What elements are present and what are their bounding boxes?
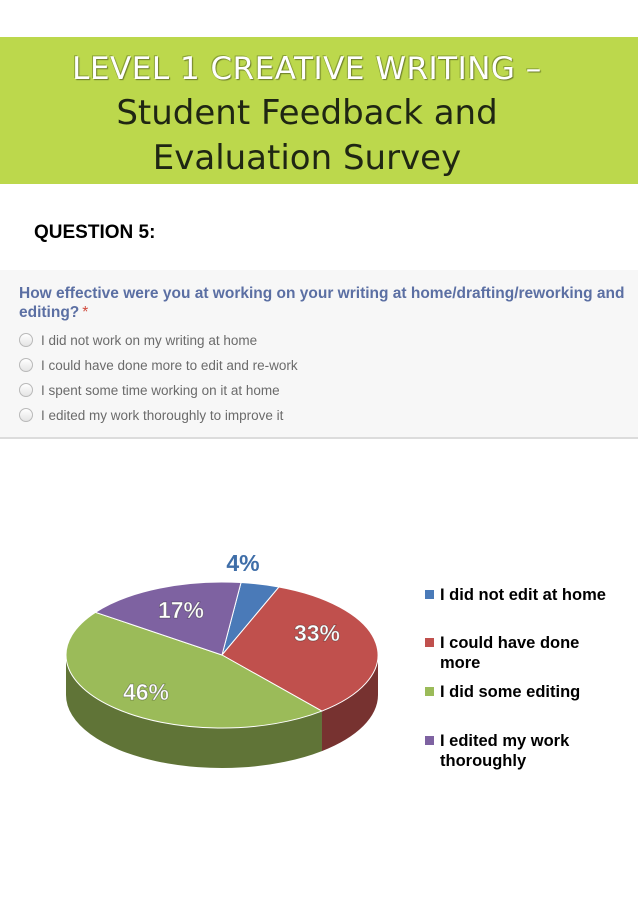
legend-label: I could have done more xyxy=(440,634,580,672)
legend-swatch xyxy=(425,736,434,745)
pie-data-label: 33% xyxy=(294,620,340,646)
survey-option-3[interactable]: I spent some time working on it at home xyxy=(19,381,280,399)
radio-button[interactable] xyxy=(19,358,33,372)
survey-option-label: I edited my work thoroughly to improve i… xyxy=(41,407,284,423)
pie-slice-side xyxy=(321,655,378,752)
survey-option-1[interactable]: I did not work on my writing at home xyxy=(19,331,257,349)
legend-item: I could have done more xyxy=(425,633,610,673)
legend-item: I did not edit at home xyxy=(425,585,610,605)
radio-button[interactable] xyxy=(19,408,33,422)
banner-title-line-3: Evaluation Survey xyxy=(152,138,462,178)
required-asterisk: * xyxy=(82,304,89,321)
legend-item: I did some editing xyxy=(425,682,610,702)
pie-data-label: 4% xyxy=(226,550,259,576)
survey-option-4[interactable]: I edited my work thoroughly to improve i… xyxy=(19,406,283,424)
question-number-label: QUESTION 5: xyxy=(34,222,156,243)
pie-chart: 4% 33% 46% 17% xyxy=(65,550,379,768)
pie-data-label: 17% xyxy=(158,597,204,623)
legend-item: I edited my work thoroughly xyxy=(425,731,610,771)
pie-data-label: 46% xyxy=(123,679,169,705)
survey-question-body: How effective were you at working on you… xyxy=(19,285,625,321)
title-banner: LEVEL 1 CREATIVE WRITING – Student Feedb… xyxy=(0,37,638,184)
legend-swatch xyxy=(425,687,434,696)
radio-button[interactable] xyxy=(19,383,33,397)
survey-option-label: I did not work on my writing at home xyxy=(41,332,258,348)
pie-slice xyxy=(65,611,324,729)
banner-title-line-1: LEVEL 1 CREATIVE WRITING – xyxy=(72,51,542,87)
pie-slice-side xyxy=(65,655,322,768)
pie-slice xyxy=(94,581,242,656)
survey-option-label: I spent some time working on it at home xyxy=(41,382,280,398)
legend-label: I did some editing xyxy=(440,683,581,701)
legend-swatch xyxy=(425,590,434,599)
pie-slice xyxy=(221,586,379,712)
radio-button[interactable] xyxy=(19,333,33,347)
legend-label: I did not edit at home xyxy=(440,586,606,604)
survey-option-2[interactable]: I could have done more to edit and re-wo… xyxy=(19,356,298,374)
survey-question-text: How effective were you at working on you… xyxy=(19,284,634,322)
banner-title-line-2: Student Feedback and xyxy=(116,93,498,133)
survey-question-card: How effective were you at working on you… xyxy=(0,270,638,439)
survey-option-label: I could have done more to edit and re-wo… xyxy=(41,357,298,373)
legend-swatch xyxy=(425,638,434,647)
legend-label: I edited my work thoroughly xyxy=(440,732,570,770)
